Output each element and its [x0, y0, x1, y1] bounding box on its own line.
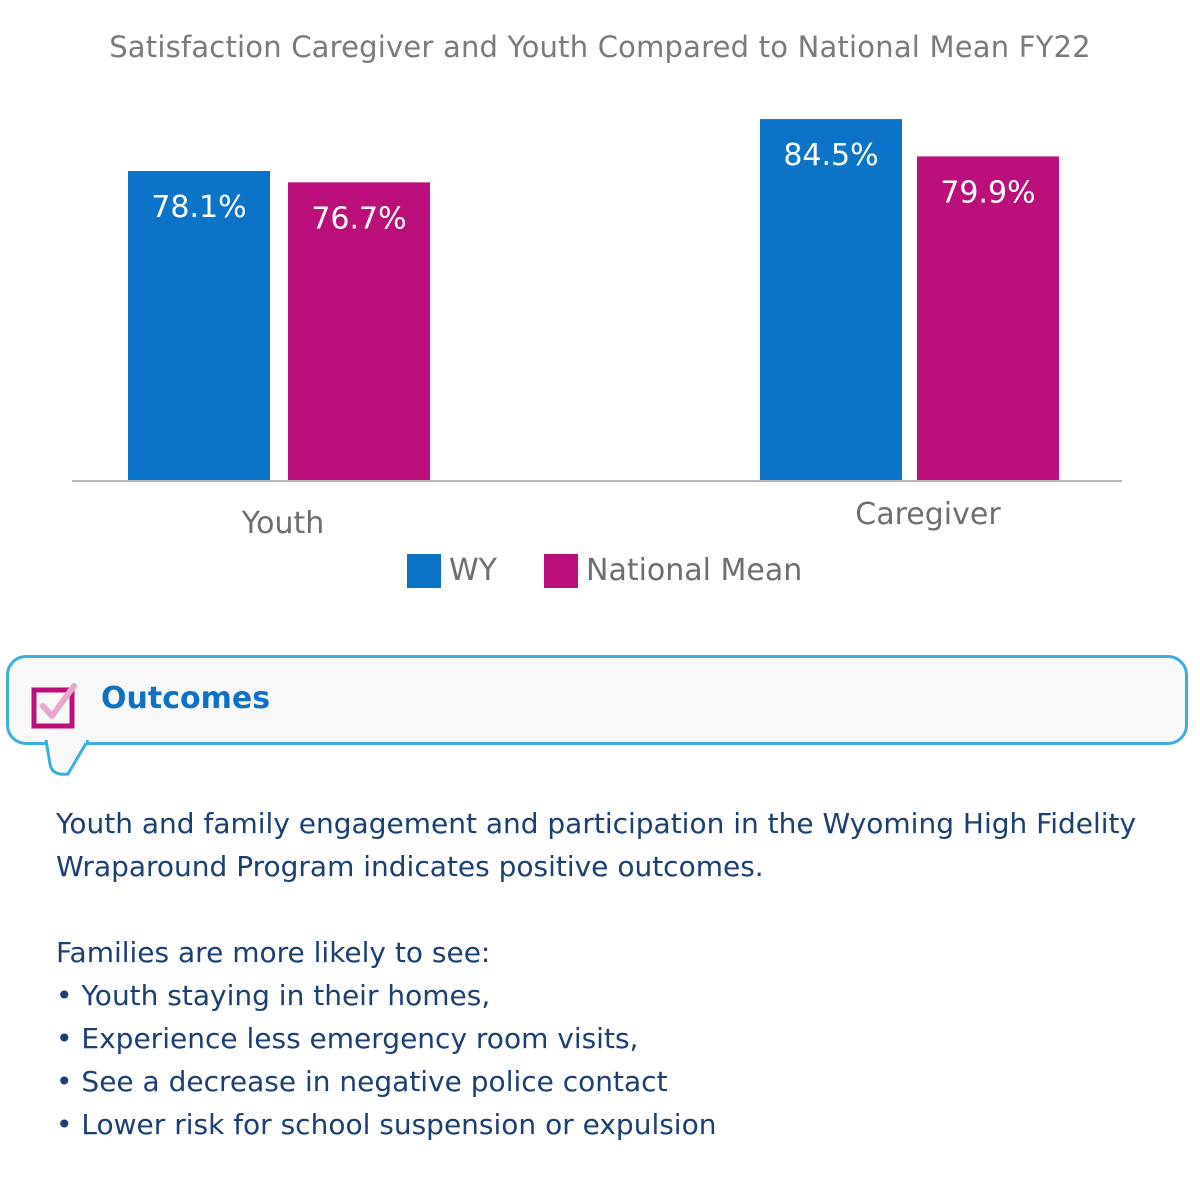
data-label: 79.9%: [940, 175, 1035, 210]
legend-swatch-wy: [407, 553, 441, 588]
list-intro: Families are more likely to see:: [56, 936, 491, 969]
data-label: 84.5%: [783, 138, 878, 173]
list-item: Lower risk for school suspension or expu…: [56, 1103, 1156, 1146]
legend-swatch-national-mean: [544, 553, 578, 588]
category-label-youth: Youth: [241, 506, 325, 541]
bar-wy-caregiver: [760, 119, 902, 481]
legend-label-national-mean: National Mean: [586, 553, 803, 588]
outcomes-list: Youth staying in their homes, Experience…: [56, 974, 1156, 1146]
data-label: 78.1%: [151, 190, 246, 225]
bar-wy-youth: [128, 171, 270, 480]
list-item: Experience less emergency room visits,: [56, 1017, 1156, 1060]
legend-item-national-mean: National Mean: [544, 553, 802, 588]
outcomes-content: Youth and family engagement and particip…: [56, 802, 1156, 1146]
outcomes-callout: Outcomes: [6, 655, 1188, 745]
data-label: 76.7%: [311, 201, 406, 236]
list-item: Youth staying in their homes,: [56, 974, 1156, 1017]
list-item: See a decrease in negative police contac…: [56, 1060, 1156, 1103]
outcomes-paragraph: Youth and family engagement and particip…: [56, 807, 1137, 883]
bar-national-mean-caregiver: [917, 156, 1059, 480]
chart-legend: WY National Mean: [0, 553, 1200, 593]
chart-title: Satisfaction Caregiver and Youth Compare…: [109, 30, 1091, 64]
legend-item-wy: WY: [407, 553, 497, 588]
bar-chart: 78.1% 84.5% 76.7% 79.9% Youth Caregiver: [72, 119, 1122, 541]
category-label-caregiver: Caregiver: [855, 497, 1001, 532]
checkbox-icon: [31, 683, 77, 729]
legend-label-wy: WY: [449, 553, 497, 588]
callout-tail: [44, 740, 90, 776]
callout-title: Outcomes: [101, 681, 271, 716]
bar-national-mean-youth: [288, 182, 430, 481]
